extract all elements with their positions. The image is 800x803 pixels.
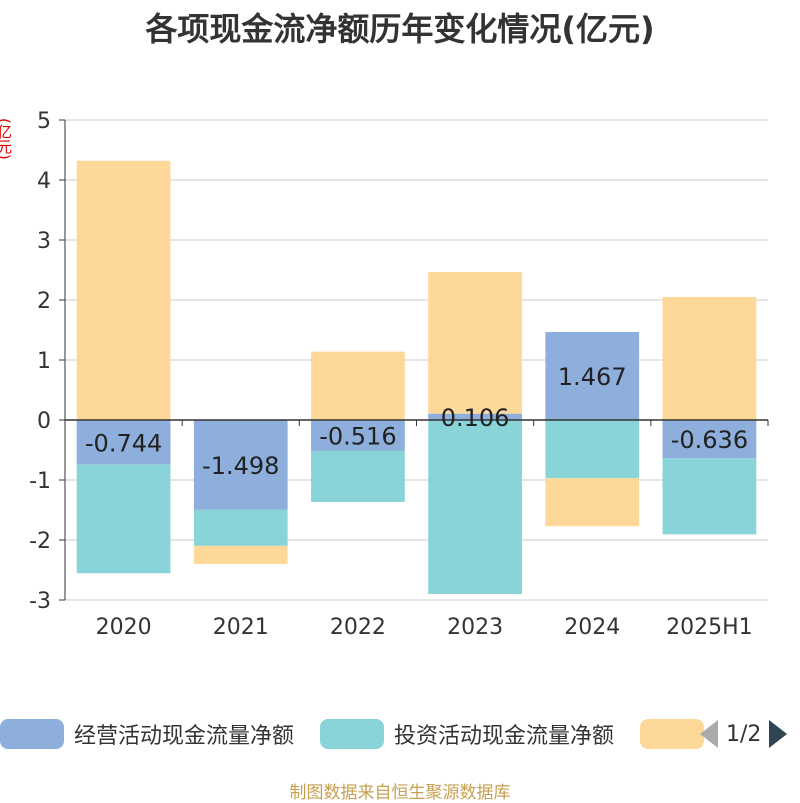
legend-item-third[interactable] bbox=[640, 716, 704, 752]
bar-series1-2020 bbox=[76, 464, 171, 574]
legend-label-operating: 经营活动现金流量净额 bbox=[74, 724, 295, 749]
bar-series0-2021 bbox=[193, 420, 288, 510]
legend: 经营活动现金流量净额 投资活动现金流量净额 1/2 bbox=[0, 716, 800, 756]
y-tick-label: 2 bbox=[37, 289, 51, 314]
bar-series2-2023 bbox=[428, 272, 522, 414]
legend-next-arrow-icon[interactable] bbox=[769, 720, 788, 748]
grid-layer bbox=[65, 119, 768, 601]
bar-series0-2024 bbox=[545, 331, 640, 420]
bar-series2-2025H1 bbox=[662, 297, 757, 420]
y-tick-label: -2 bbox=[29, 529, 51, 554]
y-tick-label: 0 bbox=[37, 409, 51, 434]
x-tick-label: 2025H1 bbox=[666, 615, 753, 640]
legend-swatch-investing bbox=[320, 719, 384, 749]
legend-pager: 1/2 bbox=[700, 716, 788, 752]
y-tick-label: -3 bbox=[29, 589, 51, 614]
y-tick-label: 1 bbox=[37, 349, 51, 374]
bar-series2-2020 bbox=[76, 160, 171, 421]
data-label: 0.106 bbox=[441, 404, 510, 432]
label-layer: -0.744 -1.498 -0.516 0.106 1.467 -0.636 bbox=[85, 363, 748, 480]
chart-title: 各项现金流净额历年变化情况(亿元) bbox=[145, 10, 655, 48]
bar-series0-2020 bbox=[76, 420, 171, 465]
x-tick-label: 2023 bbox=[447, 615, 503, 640]
y-tick-label: 5 bbox=[37, 109, 51, 134]
bar-series1-2022 bbox=[311, 450, 405, 502]
x-tick-label: 2022 bbox=[330, 615, 386, 640]
data-label: -0.744 bbox=[85, 429, 162, 457]
data-label: -1.498 bbox=[202, 452, 279, 480]
legend-label-investing: 投资活动现金流量净额 bbox=[394, 724, 615, 749]
data-label: 1.467 bbox=[558, 363, 627, 391]
bar-series2-2024 bbox=[545, 478, 640, 527]
bar-series1-2024 bbox=[545, 420, 640, 479]
y-tick-label: -1 bbox=[29, 469, 51, 494]
legend-swatch-third bbox=[640, 719, 704, 749]
y-tick-label: 4 bbox=[37, 169, 51, 194]
axis-layer: -3 -2 -1 0 1 2 3 4 5 2020 2021 2022 2023 2024 2025H1 bbox=[29, 109, 769, 640]
legend-page-indicator: 1/2 bbox=[726, 721, 762, 747]
bar-series0-2025H1 bbox=[662, 420, 757, 459]
data-label: -0.516 bbox=[319, 422, 396, 450]
bar-series0-2022 bbox=[311, 420, 405, 451]
source-note: 制图数据来自恒生聚源数据库 bbox=[289, 783, 511, 803]
bar-series1-2021 bbox=[193, 509, 288, 546]
legend-item-investing[interactable]: 投资活动现金流量净额 bbox=[320, 716, 614, 752]
bar-series1-2025H1 bbox=[662, 458, 757, 535]
legend-prev-arrow-icon[interactable] bbox=[700, 720, 718, 748]
x-tick-label: 2021 bbox=[213, 615, 269, 640]
legend-item-operating[interactable]: 经营活动现金流量净额 bbox=[0, 716, 294, 752]
bar-series1-2023 bbox=[428, 420, 522, 594]
y-axis-unit: (亿元) bbox=[0, 118, 13, 160]
data-label: -0.636 bbox=[671, 426, 748, 454]
legend-swatch-operating bbox=[0, 719, 64, 749]
bar-layer bbox=[76, 160, 757, 594]
bar-series2-2022 bbox=[311, 351, 405, 420]
bar-series2-2021 bbox=[193, 545, 288, 564]
bar-series0-2023 bbox=[428, 413, 522, 420]
y-tick-label: 3 bbox=[37, 229, 51, 254]
x-tick-label: 2024 bbox=[564, 615, 620, 640]
chart-plot: -3 -2 -1 0 1 2 3 4 5 2020 2021 2022 2023 2024 2025H1 -… bbox=[29, 109, 769, 640]
x-tick-label: 2020 bbox=[96, 615, 152, 640]
